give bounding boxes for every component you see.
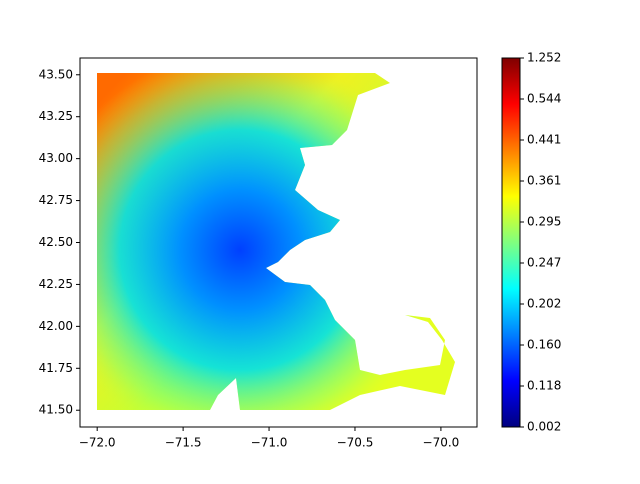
colorbar-tick-label: 0.295: [527, 215, 561, 229]
colorbar-band: [502, 99, 520, 140]
colorbar-band: [502, 222, 520, 263]
colorbar-tick-label: 1.252: [527, 51, 561, 65]
x-tick-label: −72.0: [79, 436, 116, 450]
y-tick-label: 43.25: [39, 109, 73, 123]
colorbar-tick-label: 0.544: [527, 92, 561, 106]
colorbar-band: [502, 345, 520, 386]
colorbar-band: [502, 263, 520, 304]
y-tick-label: 41.50: [39, 403, 73, 417]
y-tick-label: 42.75: [39, 193, 73, 207]
colorbar-band: [502, 386, 520, 427]
colorbar-band: [502, 304, 520, 345]
colorbar-band: [502, 181, 520, 222]
y-tick-label: 42.50: [39, 235, 73, 249]
colorbar-tick-label: 0.202: [527, 297, 561, 311]
colorbar-tick-label: 0.247: [527, 256, 561, 270]
y-tick-label: 43.50: [39, 67, 73, 81]
colorbar-band: [502, 58, 520, 99]
colorbar-tick-label: 0.441: [527, 133, 561, 147]
y-tick-label: 42.00: [39, 319, 73, 333]
x-tick-label: −71.5: [165, 436, 202, 450]
colorbar-tick-label: 0.160: [527, 338, 561, 352]
x-tick-label: −70.0: [423, 436, 460, 450]
colorbar-band: [502, 140, 520, 181]
colorbar-tick-label: 0.361: [527, 174, 561, 188]
colorbar-frame: [501, 57, 521, 428]
field-low: [97, 73, 455, 410]
y-tick-label: 43.00: [39, 151, 73, 165]
colorbar-tick-label: 0.002: [527, 420, 561, 434]
y-tick-label: 41.75: [39, 361, 73, 375]
field: [97, 73, 455, 410]
y-tick-label: 42.25: [39, 277, 73, 291]
x-tick-label: −70.5: [337, 436, 374, 450]
x-tick-label: −71.0: [251, 436, 288, 450]
colorbar-tick-label: 0.118: [527, 379, 561, 393]
